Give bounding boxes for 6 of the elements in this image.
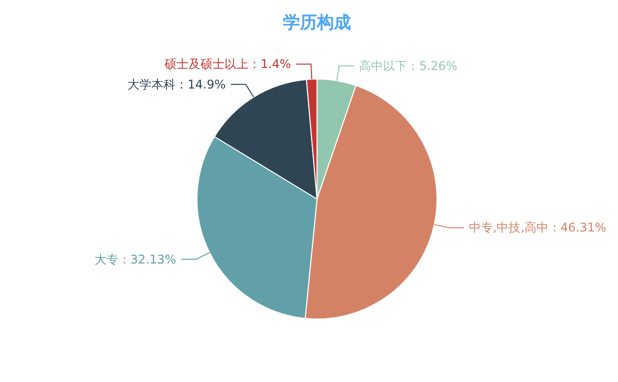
slice-label: 中专,中技,高中：46.31% (468, 220, 606, 235)
slice-label: 硕士及硕士以上：1.4% (164, 57, 292, 72)
slice-label: 大学本科：14.9% (128, 77, 226, 92)
slice-label: 高中以下：5.26% (359, 58, 458, 73)
slice-label: 大专：32.13% (94, 252, 176, 266)
chart-title: 学历构成 (283, 13, 351, 33)
